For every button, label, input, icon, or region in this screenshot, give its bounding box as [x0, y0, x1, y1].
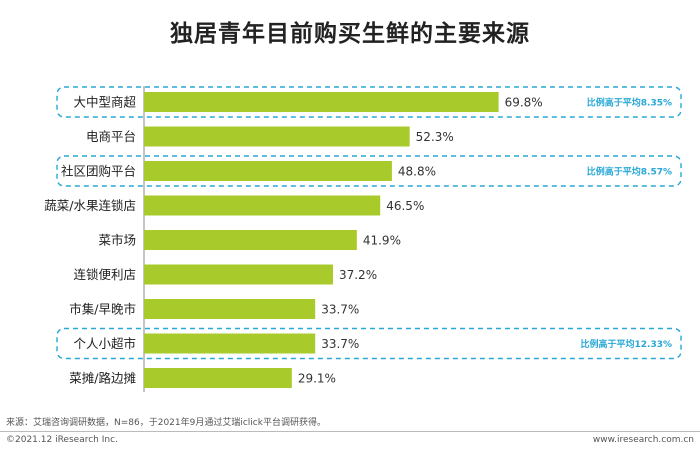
- category-label: 个人小超市: [73, 336, 136, 351]
- bar-7: [144, 299, 316, 319]
- value-label: 41.9%: [363, 234, 401, 248]
- category-label: 大中型商超: [73, 95, 136, 110]
- copyright-text: ©2021.12 iResearch Inc.: [6, 435, 118, 445]
- value-label: 33.7%: [321, 303, 359, 317]
- annotation-text: 比例高于平均12.33%: [581, 338, 673, 350]
- category-label: 市集/早晚市: [69, 302, 136, 317]
- bar-4: [144, 195, 381, 216]
- annotation-text: 比例高于平均8.57%: [587, 166, 672, 178]
- category-label: 电商平台: [86, 129, 136, 144]
- value-label: 52.3%: [416, 130, 454, 144]
- category-label: 菜市场: [98, 233, 136, 248]
- bar-2: [144, 126, 410, 147]
- category-label: 菜摊/路边摊: [69, 371, 136, 386]
- source-note: 来源：艾瑞咨询调研数据，N=86，于2021年9月通过艾瑞iclick平台调研获…: [6, 418, 326, 428]
- bar-8: [144, 333, 316, 354]
- value-label: 46.5%: [386, 199, 424, 213]
- bar-chart: 大中型商超 69.8% 电商平台 52.3% 社区团购平台 48.8% 蔬菜/水果连锁店 46…: [44, 86, 682, 392]
- bar-1: [144, 92, 499, 112]
- bar-9: [144, 368, 292, 388]
- bar-5: [144, 230, 357, 250]
- bar-3: [144, 161, 392, 181]
- value-label: 37.2%: [339, 268, 377, 282]
- value-label: 29.1%: [298, 372, 336, 386]
- bar-6: [144, 264, 333, 285]
- website-text: www.iresearch.com.cn: [592, 435, 694, 445]
- value-label: 48.8%: [398, 165, 436, 179]
- category-label: 蔬菜/水果连锁店: [44, 198, 136, 213]
- footer-divider: [0, 431, 700, 432]
- value-label: 33.7%: [321, 337, 359, 351]
- category-label: 社区团购平台: [61, 164, 136, 179]
- value-label: 69.8%: [505, 96, 543, 110]
- chart-title: 独居青年目前购买生鲜的主要来源: [170, 21, 530, 47]
- category-label: 连锁便利店: [73, 267, 136, 282]
- annotation-text: 比例高于平均8.35%: [587, 97, 672, 109]
